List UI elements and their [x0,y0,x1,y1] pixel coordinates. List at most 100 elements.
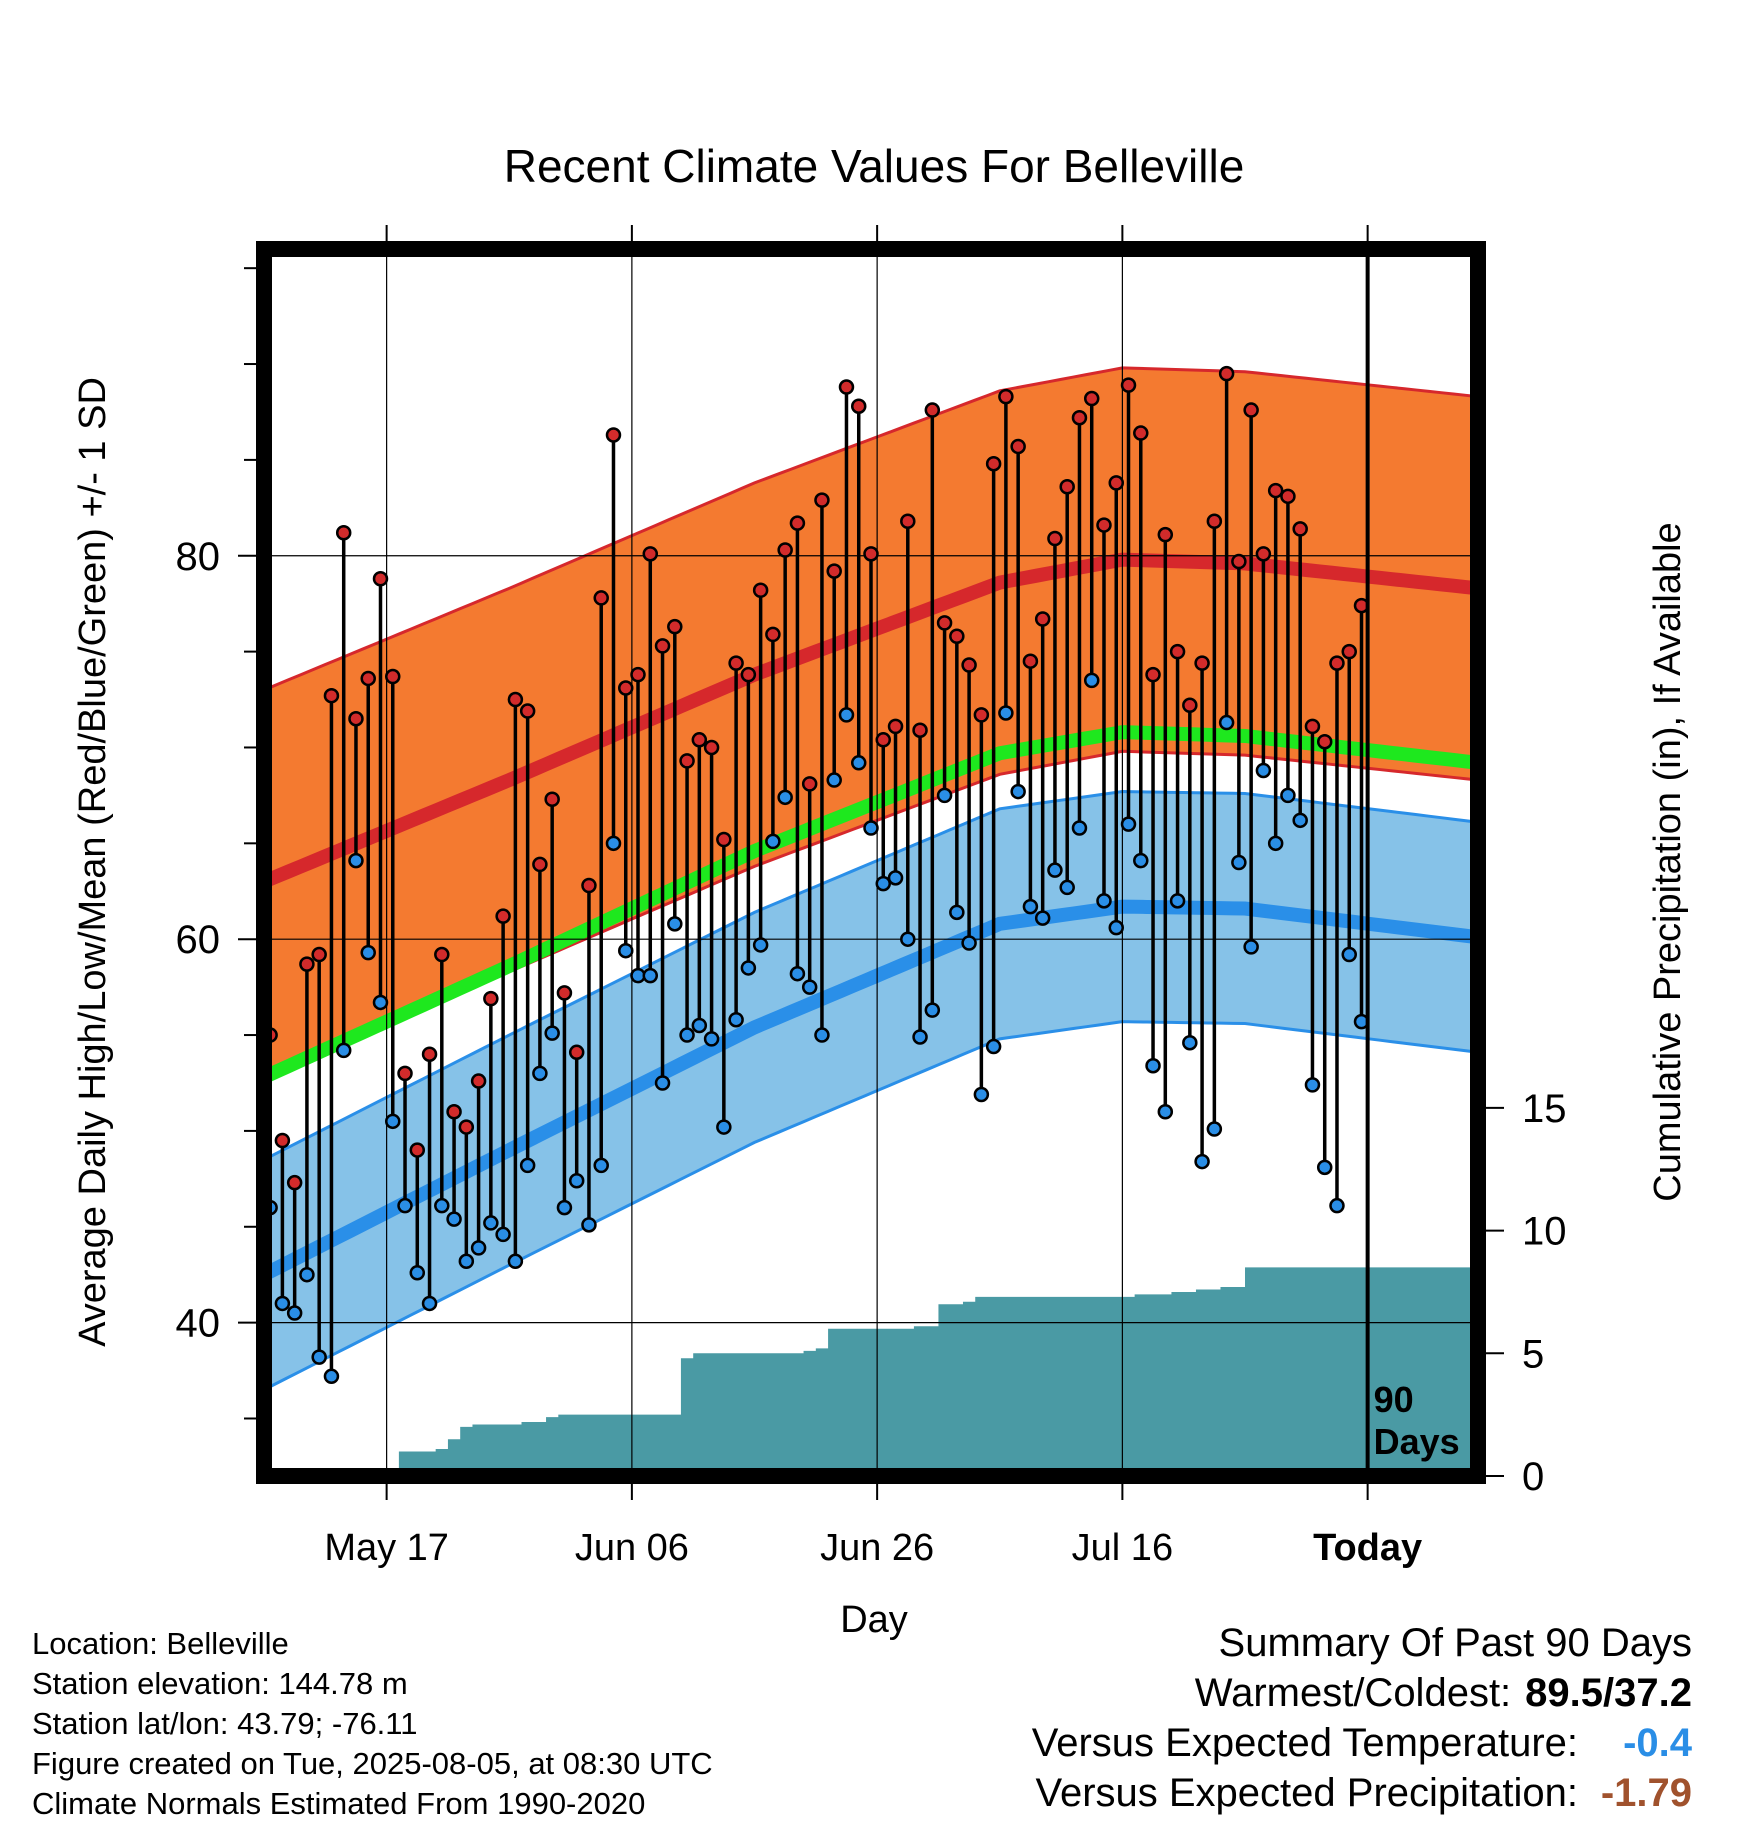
today-marker-label: 90 Days [1374,1379,1460,1462]
daily-low-point [1243,939,1259,955]
daily-high-point [458,1119,475,1135]
daily-high-point [372,571,389,587]
daily-low-point [1059,879,1075,896]
daily-low-point [532,1065,548,1082]
daily-high-point [470,1073,487,1089]
daily-high-point [826,563,842,579]
daily-high-point [716,831,732,848]
daily-high-point [1194,655,1210,671]
daily-low-point [1083,672,1100,689]
daily-low-point [985,1038,1002,1055]
daily-high-point [1280,488,1296,505]
normals-line: Climate Normals Estimated From 1990-2020 [32,1786,646,1821]
daily-high-point [1133,425,1149,441]
daily-low-point [667,916,683,932]
daily-low-point [348,852,364,869]
daily-high-point [887,718,904,735]
daily-high-point [777,542,793,558]
daily-high-point [1047,530,1063,547]
daily-high-point [642,546,659,562]
daily-low-point [421,1295,438,1312]
daily-low-point [826,772,842,788]
daily-low-point [1022,898,1039,915]
daily-low-point [1292,812,1308,829]
summary-warmest-row: Warmest/Coldest: 89.5/37.2 [1032,1668,1692,1718]
daily-high-point [409,1142,426,1158]
today-marker-label-line: Days [1374,1421,1460,1462]
daily-low-point [850,755,867,771]
daily-low-point [446,1211,462,1227]
y-axis-right-label: Cumulative Precipitation (in), If Availa… [1647,522,1689,1201]
daily-low-point [1047,862,1063,878]
daily-high-point [1010,438,1026,455]
summary-precip-row: Versus Expected Precipitation: -1.79 [1032,1768,1692,1818]
daily-low-point [961,935,977,951]
daily-high-point [1218,365,1235,382]
daily-high-point [593,590,609,606]
daily-high-point [1329,655,1345,671]
daily-high-point [679,753,695,769]
axes: May 17 Jun 06 Jun 26 Jul 16 Today 40 60 80 0 5 10 1… [176,225,1567,1569]
daily-low-point [495,1226,511,1243]
daily-low-point [912,1029,928,1045]
daily-high-point [691,732,708,748]
daily-low-point [728,1011,744,1028]
daily-high-point [483,990,499,1007]
daily-low-point [1329,1197,1345,1214]
y-left-tick-label: 80 [176,535,221,579]
daily-high-point [1096,517,1112,533]
daily-low-point [1206,1121,1223,1137]
daily-low-point [838,707,855,723]
daily-low-point [397,1197,413,1214]
y-axis-left-label: Average Daily High/Low/Mean (Red/Blue/Gr… [72,377,114,1347]
daily-high-point [667,618,683,635]
daily-low-point [765,833,781,850]
daily-low-point [409,1265,426,1281]
daily-low-point [605,835,622,852]
x-tick-label: Today [1313,1527,1422,1569]
plot-area: 90 Days [264,249,1478,1476]
daily-high-point [1341,643,1357,660]
daily-low-point [1280,787,1296,804]
today-marker-label-line: 90 [1374,1379,1414,1420]
daily-low-point [335,1042,352,1059]
daily-low-point [654,1075,671,1091]
daily-low-point [642,967,659,984]
daily-low-point [863,820,879,836]
daily-low-point [887,870,904,886]
daily-low-point [936,787,953,804]
daily-low-point [716,1119,732,1135]
daily-low-point [286,1305,303,1321]
daily-low-point [581,1217,597,1233]
warmest-coldest-value: 89.5/37.2 [1525,1671,1692,1715]
plot-frame [256,241,1486,1484]
daily-low-point [323,1368,340,1385]
daily-high-point [998,388,1014,405]
daily-low-point [372,994,389,1011]
daily-high-point [1059,478,1075,495]
daily-low-point [311,1349,327,1365]
daily-high-point [446,1103,462,1120]
daily-high-point [1169,643,1186,660]
daily-low-point [998,705,1014,721]
daily-low-point [740,960,757,976]
daily-low-point [470,1240,487,1256]
daily-high-point [752,582,769,599]
y-right-tick-label: 15 [1522,1087,1567,1131]
daily-low-point [1096,893,1112,909]
daily-high-point [605,427,622,443]
daily-high-point [1292,521,1308,537]
daily-high-point [850,398,867,414]
temp-anomaly-label: Versus Expected Temperature: [1031,1721,1578,1765]
daily-high-point [1145,666,1161,683]
daily-high-point [1231,553,1247,570]
daily-high-point [924,402,941,418]
daily-high-point [385,668,401,685]
summary-title: Summary Of Past 90 Days [1218,1621,1692,1665]
precip-anomaly-value: -1.79 [1600,1771,1692,1815]
daily-low-point [1218,714,1235,731]
daily-high-point [1120,377,1137,393]
warmest-coldest-label: Warmest/Coldest: [1194,1671,1512,1715]
daily-high-point [568,1044,585,1061]
daily-high-point [286,1174,303,1191]
